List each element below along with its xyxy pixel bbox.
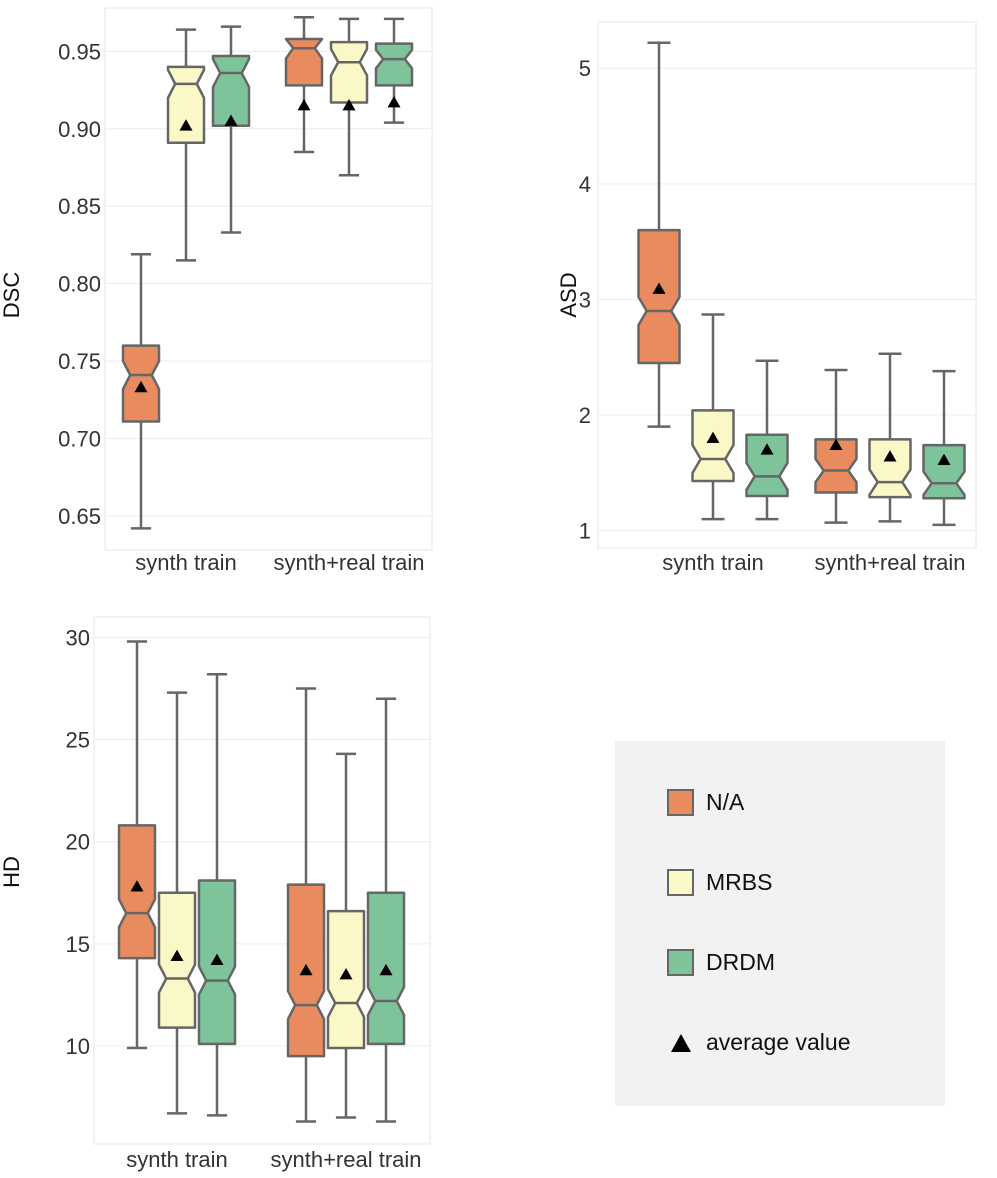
mean-marker: [937, 453, 951, 466]
mean-marker: [706, 431, 720, 444]
boxplot-na-synth-real: [284, 16, 324, 154]
y-tick-label: 4: [579, 172, 591, 197]
y-tick-label: 15: [66, 932, 90, 957]
mean-marker: [170, 949, 184, 961]
box: [922, 443, 966, 500]
box: [117, 824, 157, 960]
mean-marker: [130, 880, 144, 892]
box: [745, 433, 789, 498]
mean-marker: [379, 963, 393, 976]
mean-marker: [224, 114, 238, 126]
boxplot-mrbs-synth-real: [329, 17, 369, 177]
mean-marker: [342, 99, 356, 111]
mean-marker: [299, 963, 313, 976]
box: [329, 40, 369, 104]
boxplot-mrbs-synth: [691, 313, 735, 521]
legend-label-mrbs: MRBS: [706, 869, 773, 895]
x-category-label: synth+real train: [814, 550, 965, 575]
mean-marker: [760, 443, 774, 455]
boxplot-mrbs-synth: [166, 28, 206, 262]
boxplot-drdm-synth-real: [366, 697, 406, 1123]
boxplot-drdm-synth-real: [922, 369, 966, 527]
y-tick-label: 0.80: [58, 272, 101, 297]
boxplot-na-synth-real: [814, 368, 858, 524]
boxplot-na-synth-real: [286, 687, 326, 1123]
y-tick-label: 0.65: [58, 504, 101, 529]
x-category-label: synth+real train: [273, 550, 424, 575]
mean-marker: [883, 450, 897, 462]
chart-panel-asd: 1 2 3 4 5 ASD synth train synth+real train: [556, 21, 977, 575]
legend-label-na: N/A: [706, 789, 745, 815]
mean-marker: [179, 119, 193, 131]
box: [637, 228, 681, 365]
x-category-label: synth+real train: [270, 1147, 421, 1172]
mean-marker: [297, 99, 311, 111]
y-tick-label: 10: [66, 1034, 90, 1059]
boxplot-drdm-synth-real: [374, 17, 414, 124]
boxplot-mrbs-synth-real: [868, 352, 912, 523]
y-tick-label: 1: [579, 519, 591, 544]
boxplot-mrbs-synth-real: [326, 752, 366, 1119]
triangle-icon: [667, 1029, 694, 1056]
legend-swatch-mrbs: [667, 869, 694, 896]
y-tick-label: 0.70: [58, 427, 101, 452]
legend-item-na: N/A: [667, 789, 744, 816]
x-category-label: synth train: [126, 1147, 228, 1172]
box: [284, 37, 324, 87]
box: [166, 65, 206, 144]
boxplot-na-synth: [637, 41, 681, 428]
mean-marker: [339, 967, 353, 980]
chart-panel-hd: 10 15 20 25 30 HD synth train synth+real train: [0, 616, 431, 1172]
y-tick-label: 25: [66, 728, 90, 753]
boxplot-na-synth: [117, 640, 157, 1050]
legend-swatch-na: [667, 789, 694, 816]
y-tick-label: 0.90: [58, 117, 101, 142]
boxplot-drdm-synth: [197, 672, 237, 1117]
y-tick-label: 0.85: [58, 194, 101, 219]
boxplot-drdm-synth: [211, 25, 251, 234]
y-tick-label: 30: [66, 625, 90, 650]
y-tick-label: 0.95: [58, 39, 101, 64]
legend-item-average: average value: [667, 1029, 851, 1056]
legend-item-drdm: DRDM: [667, 949, 775, 976]
y-tick-label: 20: [66, 830, 90, 855]
x-category-label: synth train: [135, 550, 237, 575]
y-axis-title: DSC: [0, 272, 24, 319]
y-axis-title: HD: [0, 856, 24, 888]
y-tick-label: 2: [579, 403, 591, 428]
mean-marker: [387, 95, 401, 108]
box: [814, 438, 858, 494]
box: [374, 42, 414, 87]
mean-marker: [652, 282, 666, 294]
legend-label-drdm: DRDM: [706, 949, 775, 975]
box: [868, 438, 912, 499]
boxplot-drdm-synth: [745, 359, 789, 521]
boxplot-mrbs-synth: [157, 691, 197, 1115]
x-category-label: synth train: [662, 550, 764, 575]
legend-label-average: average value: [706, 1029, 851, 1055]
y-axis-title: ASD: [556, 272, 581, 317]
legend-swatch-drdm: [667, 949, 694, 976]
plot-area: [104, 7, 433, 551]
mean-marker: [829, 438, 843, 450]
y-tick-label: 0.75: [58, 349, 101, 374]
y-tick-label: 3: [579, 287, 591, 312]
legend-item-mrbs: MRBS: [667, 869, 772, 896]
chart-panel-dsc: 0.65 0.70 0.75 0.80 0.85 0.90 0.95 DSC synth tra…: [0, 7, 433, 575]
mean-marker: [134, 380, 148, 393]
box: [691, 409, 735, 483]
legend: N/A MRBS DRDM average value: [615, 741, 945, 1106]
box: [326, 909, 366, 1050]
mean-marker: [210, 953, 224, 966]
boxplot-na-synth: [121, 252, 161, 530]
y-tick-label: 5: [579, 56, 591, 81]
